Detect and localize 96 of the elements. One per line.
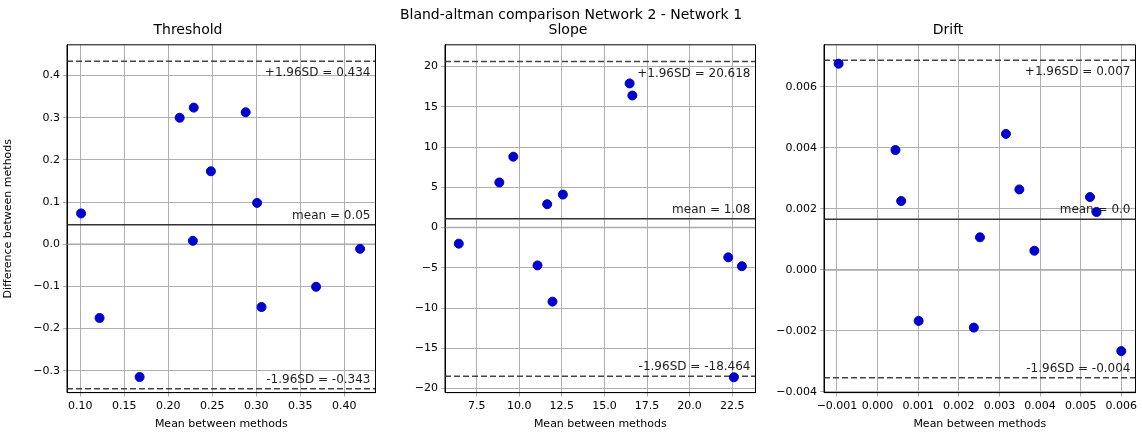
point [174, 112, 185, 123]
ref-line-label: mean = 0.05 [292, 207, 371, 222]
ref-line-label: +1.96SD = 0.434 [264, 65, 371, 80]
point [256, 302, 267, 313]
point [627, 90, 638, 101]
point [94, 312, 105, 323]
y-tick-label: −0.004 [776, 384, 817, 398]
x-tick-label: 15.0 [592, 399, 617, 413]
y-tick-label: 0.000 [785, 262, 817, 276]
x-tick-label: 0.006 [1105, 399, 1138, 413]
x-tick-label: 10.0 [507, 399, 532, 413]
y-tick-label: −0.1 [33, 279, 60, 293]
x-tick-label: 0.20 [155, 399, 181, 413]
point [311, 281, 322, 292]
y-tick-label: 5 [431, 180, 438, 194]
y-tick-label: 0.1 [42, 194, 60, 208]
y-tick-label: −0.3 [33, 363, 60, 377]
point [913, 315, 924, 326]
point [1085, 192, 1096, 203]
x-tick-label: 0.30 [243, 399, 269, 413]
y-tick-label: −20 [414, 381, 438, 395]
y-tick-label: 0.006 [785, 79, 817, 93]
y-tick-label: 0.2 [42, 152, 60, 166]
x-tick-label: 0.004 [1024, 399, 1056, 413]
y-tick-label: 0.4 [42, 68, 60, 82]
point [240, 107, 251, 118]
point [1000, 128, 1011, 139]
chart-title: Slope [548, 21, 588, 38]
y-tick-label: −10 [414, 300, 438, 314]
point [494, 177, 505, 188]
point [728, 372, 739, 383]
x-tick-label: 0.15 [111, 399, 137, 413]
x-tick-label: 0.005 [1064, 399, 1097, 413]
point [974, 232, 985, 243]
chart-title: Threshold [152, 21, 223, 38]
point [532, 260, 543, 271]
point [624, 78, 635, 89]
point [1029, 245, 1040, 256]
chart-title: Drift [932, 21, 964, 38]
y-tick-label: 15 [424, 99, 438, 113]
text: Bland-altman comparison Network 2 - Network 1 [398, 6, 744, 22]
point [723, 252, 734, 263]
y-tick-label: 20 [424, 59, 438, 73]
ref-line-label: -1.96SD = -0.343 [266, 371, 371, 386]
x-tick-label: 0.003 [983, 399, 1016, 413]
x-tick-label: 17.5 [634, 399, 660, 413]
x-tick-label: −0.001 [816, 399, 858, 413]
point [252, 197, 263, 208]
point [547, 296, 558, 307]
ref-line-label: mean = 1.08 [672, 201, 751, 216]
point [542, 199, 553, 210]
x-tick-label: 0.25 [199, 399, 225, 413]
point [896, 196, 907, 207]
point [188, 102, 199, 113]
x-tick-label: 22.5 [719, 399, 745, 413]
y-tick-label: 10 [424, 139, 438, 153]
point [453, 238, 464, 249]
y-tick-label: 0.004 [785, 140, 817, 154]
x-tick-label: 0.001 [902, 399, 934, 413]
ref-line-label: -1.96SD = -0.004 [1026, 360, 1131, 375]
x-tick-label: 12.5 [549, 399, 575, 413]
point [187, 235, 198, 246]
x-tick-label: 20.0 [677, 399, 702, 413]
point [76, 208, 87, 219]
point [134, 372, 145, 382]
point [833, 58, 844, 69]
point [508, 151, 519, 162]
x-tick-label: 0.10 [67, 399, 93, 413]
point [205, 166, 216, 177]
y-tick-label: 0.0 [42, 237, 60, 251]
point [890, 145, 901, 156]
x-tick-label: 0.002 [943, 399, 975, 413]
point [736, 261, 747, 272]
x-tick-label: 0.35 [288, 399, 313, 413]
y-tick-label: −15 [414, 341, 438, 355]
x-tick-label: 0.40 [332, 399, 357, 413]
point [557, 189, 568, 200]
y-tick-label: 0.3 [42, 110, 60, 124]
ref-line-label: +1.96SD = 0.007 [1024, 64, 1131, 79]
x-tick-label: 0.000 [861, 399, 894, 413]
x-axis-title: Mean between methods [154, 417, 288, 431]
x-tick-label: 7.5 [467, 399, 486, 413]
y-tick-label: 0.002 [785, 201, 817, 215]
point [1116, 346, 1127, 357]
y-axis-title: Difference between methods [1, 138, 15, 299]
x-axis-title: Mean between methods [913, 417, 1047, 431]
y-tick-label: 0 [431, 220, 438, 234]
ref-line-label: +1.96SD = 20.618 [637, 65, 751, 80]
point [355, 243, 366, 254]
y-tick-label: −5 [421, 260, 438, 274]
y-tick-label: −0.002 [776, 323, 817, 337]
point [968, 322, 979, 333]
x-axis-title: Mean between methods [533, 417, 667, 431]
ref-line-label: -1.96SD = -18.464 [638, 359, 751, 374]
y-tick-label: −0.2 [33, 321, 60, 335]
point [1014, 184, 1025, 195]
